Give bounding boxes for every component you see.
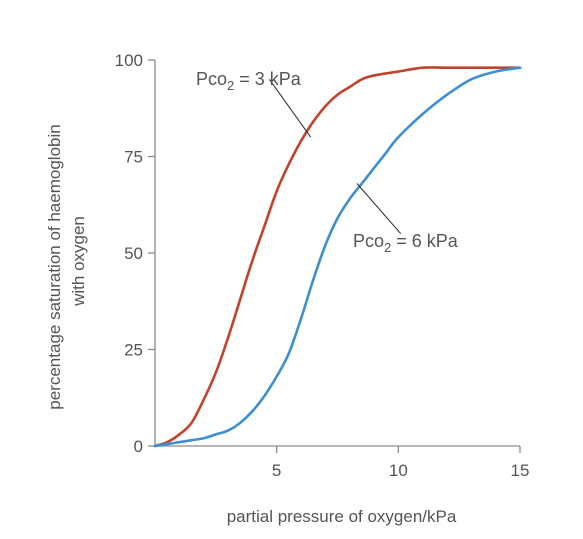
- series-labels: Pco2 = 3 kPa Pco2 = 6 kPa: [196, 69, 459, 255]
- series-label-pointer-2: [356, 183, 402, 235]
- y-axis-label-line-2: with oxygen: [69, 216, 88, 307]
- series-layer: [153, 66, 522, 448]
- x-ticks: 5 10 15: [272, 446, 530, 480]
- axes: 0 25 50 75 100 5 10 15: [115, 51, 530, 480]
- x-tick-label: 10: [389, 461, 408, 480]
- y-tick-label: 0: [134, 437, 143, 456]
- x-tick-label: 5: [272, 461, 281, 480]
- series-label-1: Pco2 = 3 kPa: [196, 69, 302, 93]
- x-axis-label: partial pressure of oxygen/kPa: [227, 507, 457, 526]
- series-label-pointer-1: [268, 78, 312, 138]
- series-label-2: Pco2 = 6 kPa: [353, 231, 459, 255]
- series-line-2: [153, 66, 522, 448]
- y-tick-label: 50: [124, 244, 143, 263]
- y-tick-label: 100: [115, 51, 143, 70]
- y-tick-label: 25: [124, 341, 143, 360]
- y-tick-label: 75: [124, 148, 143, 167]
- y-axis-label-line-1: percentage saturation of haemoglobin: [45, 124, 64, 409]
- y-ticks: 0 25 50 75 100: [115, 51, 155, 456]
- series-line-1: [153, 66, 522, 448]
- x-tick-label: 15: [511, 461, 530, 480]
